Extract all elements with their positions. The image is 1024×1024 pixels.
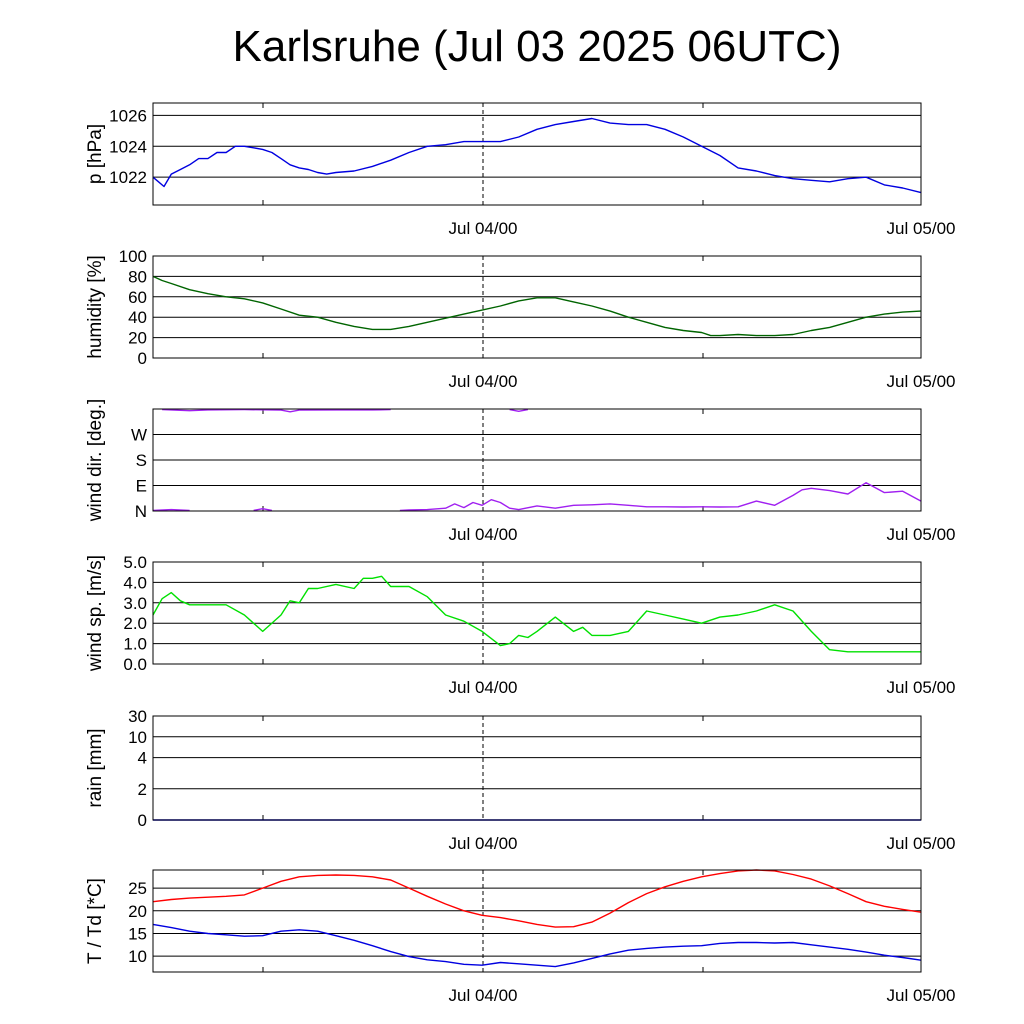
humidity-xtick-label: Jul 05/00 — [887, 372, 956, 391]
humidity-xtick-label: Jul 04/00 — [449, 372, 518, 391]
wind-direction-series-wind_dir-line — [152, 508, 190, 512]
temperature-dewpoint-series-dewpoint-line — [152, 923, 922, 968]
wind-speed-ylabel: wind sp. [m/s] — [85, 555, 106, 672]
rain-frame — [152, 715, 922, 821]
temperature-dewpoint-ytick-label: 10 — [128, 947, 147, 966]
pressure-ytick-label: 1022 — [109, 168, 147, 187]
wind-direction-series-wind_dir-line — [509, 408, 529, 412]
rain-ytick-label: 2 — [138, 780, 147, 799]
rain-xtick-label: Jul 04/00 — [449, 834, 518, 853]
rain-ytick-label: 0 — [138, 811, 147, 830]
rain-xtick-label: Jul 05/00 — [887, 834, 956, 853]
wind-direction-ytick-label: S — [136, 451, 147, 470]
wind-direction-ylabel: wind dir. [deg.] — [85, 399, 106, 523]
wind-direction-series-wind_dir-line — [162, 408, 391, 413]
temperature-dewpoint-series-temperature-line — [152, 869, 922, 928]
temperature-dewpoint-xtick-label: Jul 04/00 — [449, 986, 518, 1005]
rain-ytick-label: 30 — [128, 707, 147, 726]
wind-direction-ytick-label: E — [136, 477, 147, 496]
wind-direction-series-wind_dir-line — [399, 482, 922, 512]
wind-speed-series-wind_speed-line — [152, 575, 921, 653]
humidity-ytick-label: 40 — [128, 308, 147, 327]
wind-speed-xtick-label: Jul 04/00 — [449, 678, 518, 697]
temperature-dewpoint-ylabel: T / Td [*C] — [85, 878, 106, 964]
wind-speed-ytick-label: 1.0 — [123, 635, 147, 654]
pressure-xtick-label: Jul 05/00 — [887, 219, 956, 238]
humidity-ytick-label: 0 — [138, 349, 147, 368]
panel-wind-speed: 0.01.0 2.03.0 4.05.0 wind sp. [m/s] Jul 04/0… — [85, 553, 956, 697]
pressure-xtick-label: Jul 04/00 — [449, 219, 518, 238]
pressure-ylabel: p [hPa] — [85, 124, 106, 184]
wind-speed-ytick-label: 0.0 — [123, 655, 147, 674]
rain-ytick-label: 4 — [138, 749, 147, 768]
temperature-dewpoint-ytick-label: 15 — [128, 924, 147, 943]
wind-direction-series-wind_dir-line — [253, 508, 273, 512]
pressure-ytick-label: 1024 — [109, 137, 147, 156]
wind-speed-frame — [152, 561, 922, 665]
humidity-ytick-label: 100 — [119, 247, 147, 266]
humidity-ytick-label: 60 — [128, 288, 147, 307]
panel-temperature-dewpoint: 10 15 20 25 T / Td [*C] Jul 04/00 Jul 05/00 — [85, 869, 956, 1005]
pressure-ytick-label: 1026 — [109, 106, 147, 125]
humidity-ytick-label: 80 — [128, 267, 147, 286]
rain-ytick-label: 10 — [128, 728, 147, 747]
wind-speed-ytick-label: 5.0 — [123, 553, 147, 572]
wind-speed-ytick-label: 2.0 — [123, 614, 147, 633]
wind-direction-ytick-label: N — [135, 502, 147, 521]
humidity-frame — [152, 255, 922, 359]
wind-direction-frame — [152, 408, 922, 512]
temperature-dewpoint-xtick-label: Jul 05/00 — [887, 986, 956, 1005]
chart-title: Karlsruhe (Jul 03 2025 06UTC) — [232, 22, 842, 71]
humidity-ylabel: humidity [%] — [85, 255, 106, 358]
humidity-ytick-label: 20 — [128, 329, 147, 348]
temperature-dewpoint-ytick-label: 25 — [128, 879, 147, 898]
temperature-dewpoint-frame — [152, 869, 922, 973]
wind-speed-ytick-label: 4.0 — [123, 573, 147, 592]
wind-direction-ytick-label: W — [131, 426, 147, 445]
wind-speed-ytick-label: 3.0 — [123, 594, 147, 613]
pressure-series-pressure-line — [152, 117, 922, 194]
pressure-frame — [152, 102, 922, 206]
wind-speed-xtick-label: Jul 05/00 — [887, 678, 956, 697]
rain-ylabel: rain [mm] — [85, 728, 106, 807]
panel-rain: 0 2 4 10 30 rain [mm] Jul 04/00 Jul 05/00 — [85, 707, 956, 853]
humidity-series-humidity-line — [152, 275, 922, 337]
wind-direction-xtick-label: Jul 05/00 — [887, 525, 956, 544]
temperature-dewpoint-ytick-label: 20 — [128, 902, 147, 921]
wind-direction-xtick-label: Jul 04/00 — [449, 525, 518, 544]
